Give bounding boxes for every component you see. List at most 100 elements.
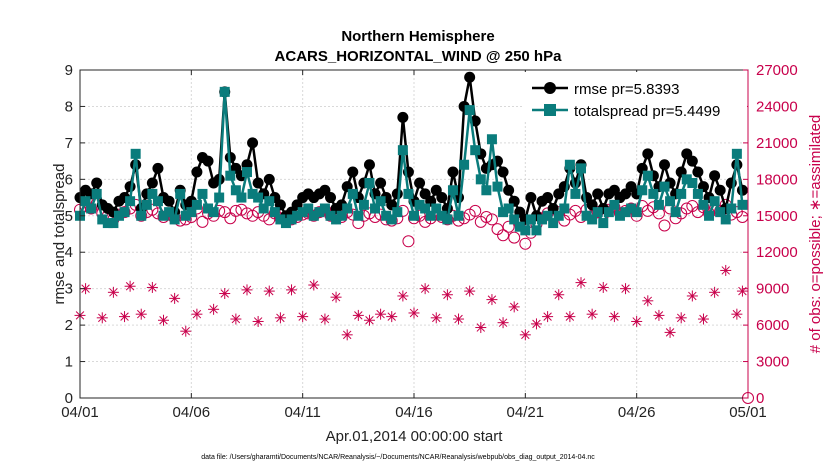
rmse-point [347,166,359,178]
obs-assimilated-point [352,309,364,321]
obs-assimilated-point [497,317,509,329]
legend-rmse-marker [544,82,556,94]
totalspread-point [709,196,720,207]
x-tick-label: 05/01 [729,404,767,421]
obs-assimilated-point [208,303,220,315]
totalspread-point [531,225,542,236]
totalspread-point [503,203,514,214]
totalspread-point [620,207,631,218]
totalspread-point [731,148,742,159]
totalspread-point [336,210,347,221]
y-right-tick-label: 9000 [756,281,789,298]
obs-assimilated-point [736,285,748,297]
totalspread-point [498,207,509,218]
totalspread-point [225,170,236,181]
obs-assimilated-point [686,290,698,302]
totalspread-point [525,214,536,225]
totalspread-point [280,218,291,229]
rmse-point [247,137,259,149]
obs-assimilated-point [553,289,565,301]
y-right-tick-label: 24000 [756,98,798,115]
totalspread-point [331,214,342,225]
obs-assimilated-point [363,314,375,326]
totalspread-point [431,203,442,214]
totalspread-point [637,185,648,196]
obs-assimilated-point [631,315,643,327]
totalspread-point [447,185,458,196]
obs-assimilated-point [397,290,409,302]
x-tick-label: 04/26 [618,404,656,421]
totalspread-point [420,203,431,214]
totalspread-point [397,145,408,156]
rmse-point [642,148,654,160]
rmse-point [397,111,409,123]
totalspread-point [676,188,687,199]
rmse-point [659,159,670,171]
obs-assimilated-point [297,311,309,323]
rmse-point [163,195,175,207]
rmse-point [464,71,476,83]
x-tick-label: 04/21 [507,404,545,421]
y-tick-label: 1 [65,354,73,371]
totalspread-point [141,199,152,210]
totalspread-point [197,188,208,199]
obs-assimilated-point [430,312,442,324]
totalspread-point [236,192,247,203]
series-layer [74,71,754,404]
rmse-point [146,177,158,189]
obs-assimilated-point [219,288,231,300]
obs-assimilated-point [530,318,542,330]
totalspread-point [158,210,169,221]
obs-assimilated-point [286,284,298,296]
y-tick-label: 6 [65,171,73,188]
y-axis-label: rmse and totalspread [51,164,68,305]
totalspread-point [715,207,726,218]
obs-possible-point [508,231,521,244]
axes: 04/01 04/06 04/11 04/16 04/21 04/26 05/0101234… [61,62,797,421]
obs-assimilated-point [597,281,609,293]
totalspread-point [626,203,637,214]
rmse-point [525,192,537,204]
obs-assimilated-point [124,280,136,292]
obs-possible-point [469,204,482,217]
totalspread-point [258,203,269,214]
totalspread-point [180,210,191,221]
totalspread-point [152,196,163,207]
totalspread-point [219,86,230,97]
totalspread-point [169,214,180,225]
totalspread-point [353,210,364,221]
totalspread-point [147,188,158,199]
obs-possible-point [680,202,693,215]
totalspread-point [553,210,564,221]
x-tick-label: 04/01 [61,404,99,421]
rmse-point [191,166,203,178]
y-right-tick-label: 0 [756,390,764,407]
totalspread-point [665,196,676,207]
totalspread-point [91,188,102,199]
obs-assimilated-point [564,311,576,323]
totalspread-point [492,181,503,192]
obs-possible-point [196,215,209,228]
obs-assimilated-point [96,312,108,324]
totalspread-point [370,203,381,214]
totalspread-point [242,167,252,178]
obs-assimilated-point [274,312,286,324]
obs-assimilated-point [731,308,743,320]
legend-totalspread-marker [544,104,556,116]
totalspread-point [464,105,475,116]
obs-assimilated-point [675,312,687,324]
rmse-point [447,166,459,178]
obs-assimilated-point [653,309,665,321]
totalspread-point [486,134,497,145]
obs-possible-point [480,210,493,223]
totalspread-point [108,218,119,229]
totalspread-point [314,207,325,218]
totalspread-point [102,218,113,229]
obs-possible-point [229,204,242,217]
rmse-point [202,155,214,167]
y-tick-label: 2 [65,317,73,334]
obs-assimilated-point [330,291,342,303]
obs-assimilated-point [419,283,431,295]
totalspread-point [598,218,609,229]
obs-assimilated-point [575,277,587,289]
